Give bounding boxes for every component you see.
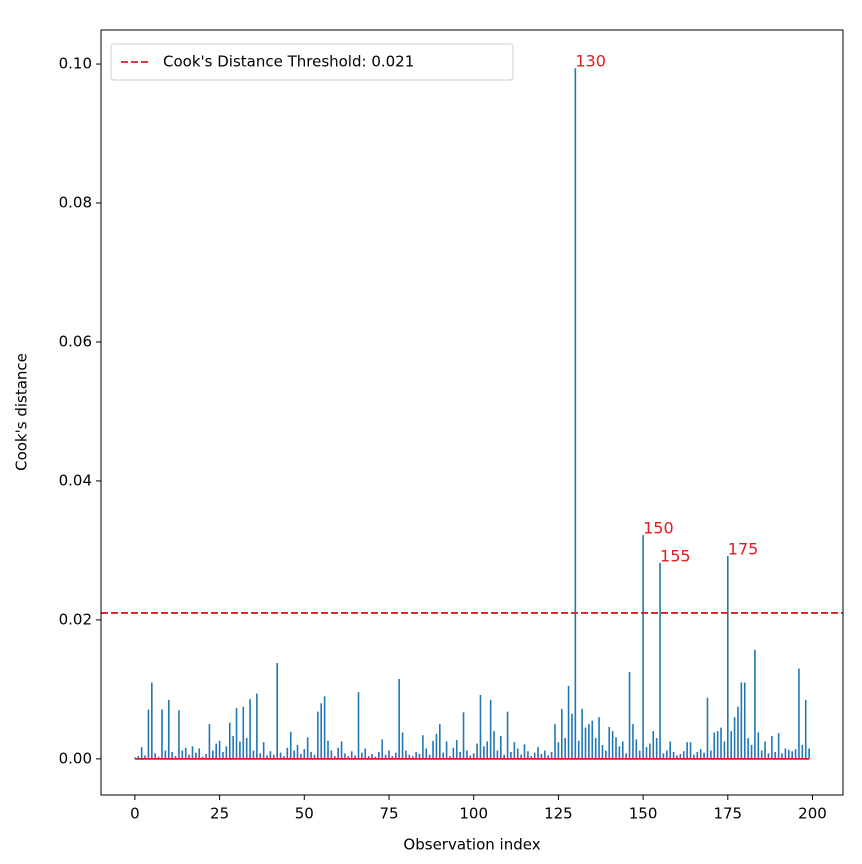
x-tick-label: 50 <box>295 805 314 823</box>
annotation: 150 <box>643 519 674 538</box>
legend-box <box>110 43 514 81</box>
annotation: 175 <box>728 539 759 558</box>
x-tick-label: 0 <box>130 805 140 823</box>
x-tick-label: 100 <box>459 805 488 823</box>
x-tick-label: 75 <box>379 805 398 823</box>
annotation: 130 <box>575 52 606 71</box>
axes-frame <box>100 29 844 796</box>
annotation: 155 <box>660 546 691 565</box>
x-tick-label: 125 <box>544 805 573 823</box>
y-tick-label: 0.06 <box>59 332 92 350</box>
y-tick-label: 0.00 <box>59 749 92 767</box>
x-tick-label: 25 <box>210 805 229 823</box>
legend-label: Cook's Distance Threshold: 0.021 <box>163 53 414 71</box>
y-tick-label: 0.10 <box>59 55 92 73</box>
y-tick-label: 0.08 <box>59 194 92 212</box>
x-axis-label: Observation index <box>403 836 540 854</box>
y-axis-label: Cook's distance <box>13 353 31 471</box>
x-tick-label: 150 <box>629 805 658 823</box>
x-tick-label: 200 <box>798 805 827 823</box>
x-tick-label: 175 <box>713 805 742 823</box>
y-tick-label: 0.02 <box>59 610 92 628</box>
y-tick-label: 0.04 <box>59 471 92 489</box>
